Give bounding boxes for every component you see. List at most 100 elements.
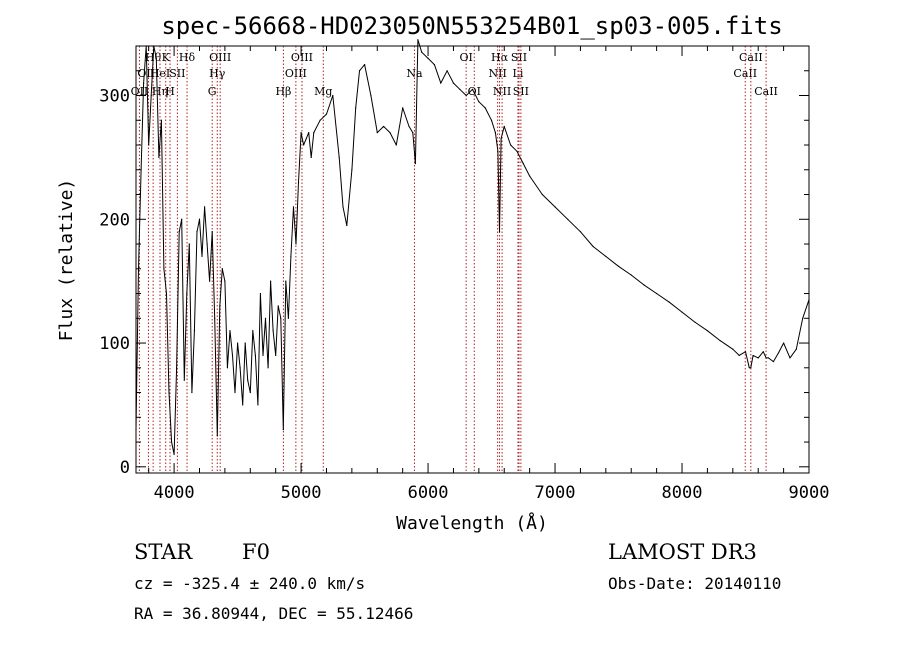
data-point-125 (706, 330, 709, 332)
data-point-94 (440, 82, 442, 84)
data-point-68 (308, 132, 310, 134)
line-marker-label-27: CaII (754, 85, 778, 98)
line-marker-label-8: Hδ (179, 51, 196, 64)
data-point-105 (498, 231, 501, 233)
data-point-93 (433, 63, 436, 66)
data-point-51 (264, 317, 267, 319)
data-point-76 (346, 224, 348, 227)
data-point-27 (203, 206, 206, 208)
data-point-108 (509, 144, 512, 146)
data-point-131 (750, 367, 752, 369)
line-marker-label-20: Hα (491, 51, 509, 64)
data-point-19 (183, 379, 185, 381)
data-point-43 (244, 342, 246, 344)
data-point-38 (231, 354, 234, 357)
data-point-101 (484, 107, 486, 109)
data-point-49 (259, 292, 262, 295)
data-point-39 (234, 391, 236, 394)
data-point-119 (630, 274, 632, 276)
data-point-72 (325, 113, 328, 115)
data-point-24 (196, 231, 198, 233)
data-point-121 (656, 292, 658, 295)
data-point-35 (224, 280, 226, 282)
coordinates-text: RA = 36.80944, DEC = 55.12466 (134, 604, 414, 623)
spectrum-trace (135, 39, 810, 456)
data-point-14 (170, 441, 173, 443)
data-point-135 (765, 357, 767, 359)
line-marker-label-9: G (208, 85, 217, 98)
data-point-31 (214, 317, 216, 319)
data-point-97 (459, 88, 461, 90)
data-point-137 (772, 361, 775, 363)
data-point-41 (239, 367, 241, 369)
data-point-28 (206, 243, 208, 245)
data-point-50 (262, 354, 264, 357)
data-point-89 (414, 162, 416, 165)
line-marker-label-1: OIII (137, 67, 159, 80)
data-point-18 (181, 218, 183, 220)
data-point-74 (338, 156, 340, 158)
data-point-104 (497, 150, 499, 152)
data-point-111 (529, 175, 531, 177)
data-point-56 (277, 305, 279, 307)
line-marker-label-11: OIII (209, 51, 231, 64)
data-point-71 (319, 119, 321, 121)
line-marker-label-25: CaII (733, 67, 757, 80)
line-marker-label-22: Li (513, 67, 524, 80)
line-marker-label-7: SII (169, 67, 185, 80)
data-point-36 (226, 367, 229, 369)
data-point-136 (767, 357, 769, 359)
data-point-122 (668, 301, 670, 303)
plot-frame (135, 45, 810, 474)
data-point-117 (605, 255, 607, 258)
object-class: STAR (134, 540, 193, 564)
data-point-92 (427, 57, 429, 59)
data-point-86 (402, 107, 404, 109)
data-point-98 (465, 94, 467, 97)
line-marker-label-6: H (165, 85, 175, 98)
data-point-110 (522, 162, 524, 165)
data-point-8 (155, 57, 157, 59)
data-point-11 (163, 268, 165, 270)
y-tick-label-2: 200 (99, 210, 130, 230)
data-point-69 (310, 156, 312, 158)
data-point-62 (292, 206, 295, 208)
data-point-123 (681, 311, 683, 313)
axis-ticks: 4000 5000 6000 7000 8000 9000 0 100 200 300 (99, 45, 830, 503)
data-point-132 (752, 354, 754, 357)
y-tick-label-0: 0 (120, 458, 130, 478)
data-point-73 (332, 94, 334, 97)
data-point-15 (173, 453, 175, 456)
data-point-40 (236, 342, 239, 344)
data-point-10 (160, 119, 162, 121)
data-point-37 (229, 330, 231, 332)
x-tick-label-3: 7000 (535, 483, 576, 503)
data-point-100 (478, 101, 480, 103)
data-point-79 (358, 70, 361, 72)
line-marker-label-12: Hβ (275, 85, 291, 98)
data-point-12 (165, 292, 168, 295)
survey-name: LAMOST DR3 (608, 540, 757, 564)
data-point-32 (216, 435, 218, 437)
data-point-83 (383, 125, 385, 128)
y-tick-label-1: 100 (99, 334, 130, 354)
data-point-22 (191, 391, 193, 394)
data-point-81 (370, 94, 372, 97)
data-point-61 (290, 255, 292, 258)
line-marker-label-10: Hγ (209, 67, 226, 80)
data-point-102 (490, 119, 493, 121)
y-axis-label: Flux (relative) (56, 179, 77, 342)
data-point-42 (242, 404, 244, 406)
data-point-133 (757, 357, 759, 359)
x-axis-label: Wavelength (Å) (396, 512, 548, 534)
y-tick-label-3: 300 (99, 87, 130, 107)
data-point-57 (280, 317, 282, 319)
x-tick-label-2: 6000 (408, 483, 449, 503)
x-tick-label-5: 9000 (789, 483, 830, 503)
line-marker-label-17: OI (459, 51, 472, 64)
data-point-25 (198, 218, 201, 220)
line-marker-label-16: Na (406, 67, 423, 80)
data-point-21 (188, 243, 190, 245)
line-marker-label-14: OIII (291, 51, 313, 64)
